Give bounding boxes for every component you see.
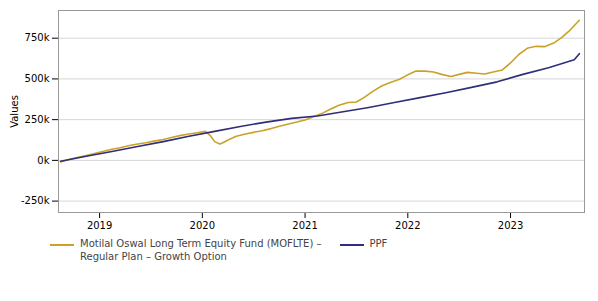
- svg-text:2023: 2023: [498, 220, 523, 231]
- svg-text:-250k: -250k: [21, 195, 50, 206]
- svg-text:2020: 2020: [190, 220, 215, 231]
- svg-text:250k: 250k: [25, 114, 50, 125]
- svg-text:0k: 0k: [37, 155, 49, 166]
- svg-text:750k: 750k: [25, 32, 50, 43]
- svg-text:500k: 500k: [25, 73, 50, 84]
- svg-text:2021: 2021: [292, 220, 317, 231]
- svg-text:2019: 2019: [87, 220, 112, 231]
- svg-text:2022: 2022: [395, 220, 420, 231]
- svg-text:Values: Values: [9, 95, 20, 128]
- html-text:Motilal Oswal Long Term Equity: Motilal Oswal Long Term Equity Fund (MOF…: [80, 238, 322, 262]
- html-text:PPF: PPF: [369, 238, 388, 249]
